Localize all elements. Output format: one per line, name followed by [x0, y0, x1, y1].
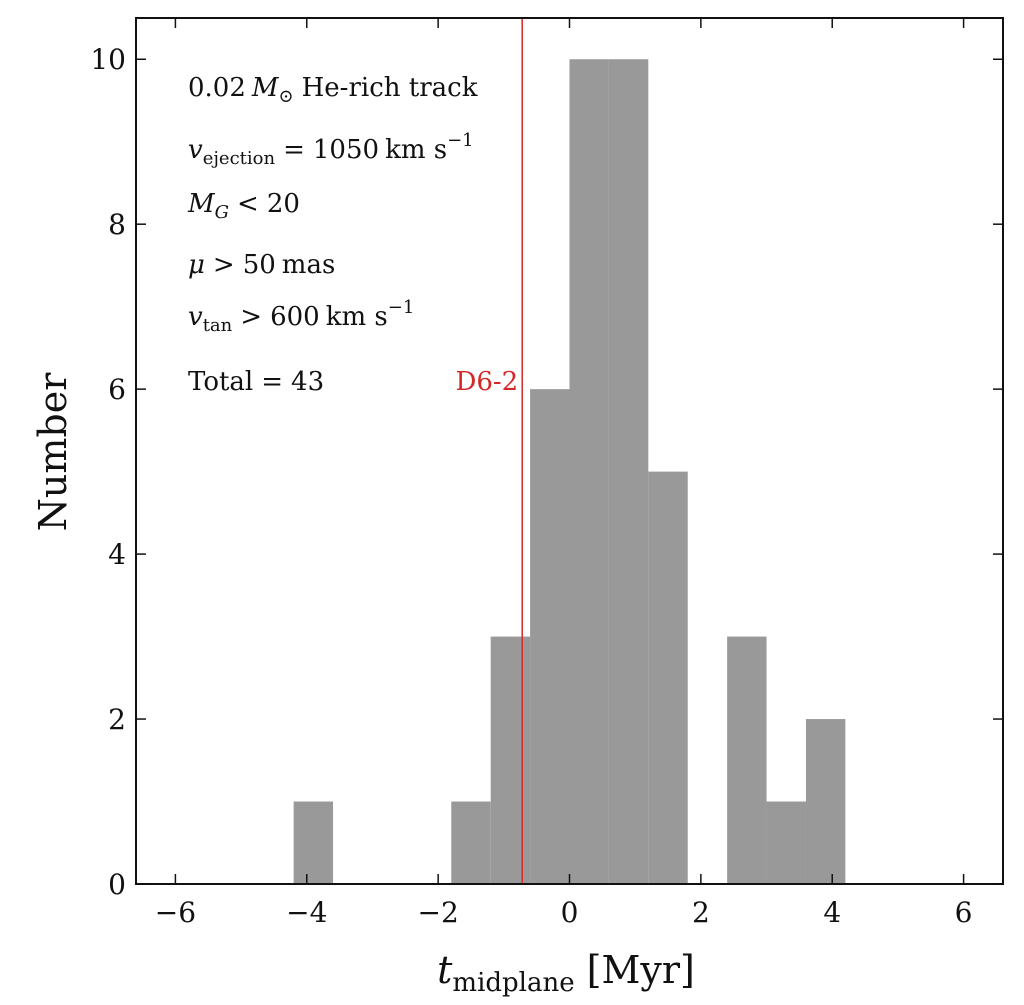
reference-line-group: D6-2 [455, 18, 523, 884]
annotation-tangential-velocity: vtan >600 km s−1 [188, 297, 414, 336]
x-tick-label-5: 4 [823, 896, 841, 929]
annotation-track: 0.02 M⊙ He-rich track [188, 73, 478, 107]
histogram-bar-7 [727, 636, 767, 884]
y-tick-label-0: 0 [108, 868, 126, 901]
reference-line-label: D6-2 [455, 367, 518, 397]
histogram-bar-3 [530, 389, 570, 884]
histogram-bar-6 [648, 471, 688, 884]
y-axis-label: Number [31, 372, 75, 532]
annotation-magnitude: MG <20 [187, 189, 300, 223]
annotation-total: Total = 43 [188, 367, 324, 397]
x-tick-label-6: 6 [955, 896, 973, 929]
annotation-proper-motion: μ >50 mas [188, 250, 335, 280]
x-tick-label-3: 0 [561, 896, 579, 929]
y-tick-label-4: 8 [108, 208, 126, 241]
y-tick-label-3: 6 [108, 373, 126, 406]
axes: −6 −4 −2 0 2 4 6 0 2 4 6 8 10 [90, 17, 1004, 929]
histogram-bar-4 [569, 59, 609, 884]
histogram-bar-0 [293, 801, 334, 884]
histogram-bars [293, 59, 846, 884]
annotation-ejection-velocity: vejection = 1050 km s−1 [188, 130, 474, 169]
x-tick-label-4: 2 [692, 896, 710, 929]
histogram-bar-2 [490, 636, 531, 884]
x-tick-label-1: −4 [286, 896, 327, 929]
x-axis-label: tmidplane [Myr] [437, 948, 695, 998]
histogram-bar-1 [451, 801, 491, 884]
annotation-block: 0.02 M⊙ He-rich track vejection = 1050 km s−1… [187, 73, 478, 397]
x-tick-label-2: −2 [417, 896, 458, 929]
y-tick-label-5: 10 [90, 43, 126, 76]
x-tick-label-0: −6 [155, 896, 196, 929]
histogram-bar-8 [766, 801, 806, 884]
histogram-bar-5 [608, 59, 649, 884]
y-tick-label-2: 4 [108, 538, 126, 571]
histogram-bar-9 [805, 719, 846, 884]
y-tick-label-1: 2 [108, 703, 126, 736]
